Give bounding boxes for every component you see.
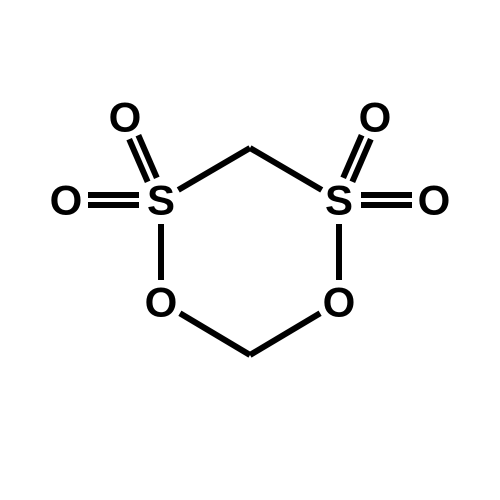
bond-line xyxy=(180,313,250,355)
atom-label-O_SL_side: O xyxy=(50,177,83,224)
atom-label-O_SR_side: O xyxy=(418,177,451,224)
atom-label-O_right: O xyxy=(323,279,356,326)
bond-line xyxy=(250,313,320,355)
bonds-group xyxy=(88,135,412,355)
molecule-diagram: SSOOOOOO xyxy=(0,0,500,500)
bond-line xyxy=(250,148,322,190)
bond-line xyxy=(178,148,250,190)
atom-label-S_right: S xyxy=(325,177,353,224)
atoms-group: SSOOOOOO xyxy=(50,94,451,326)
atom-label-O_SL_up: O xyxy=(109,94,142,141)
atom-label-S_left: S xyxy=(147,177,175,224)
atom-label-O_SR_up: O xyxy=(359,94,392,141)
atom-label-O_left: O xyxy=(145,279,178,326)
